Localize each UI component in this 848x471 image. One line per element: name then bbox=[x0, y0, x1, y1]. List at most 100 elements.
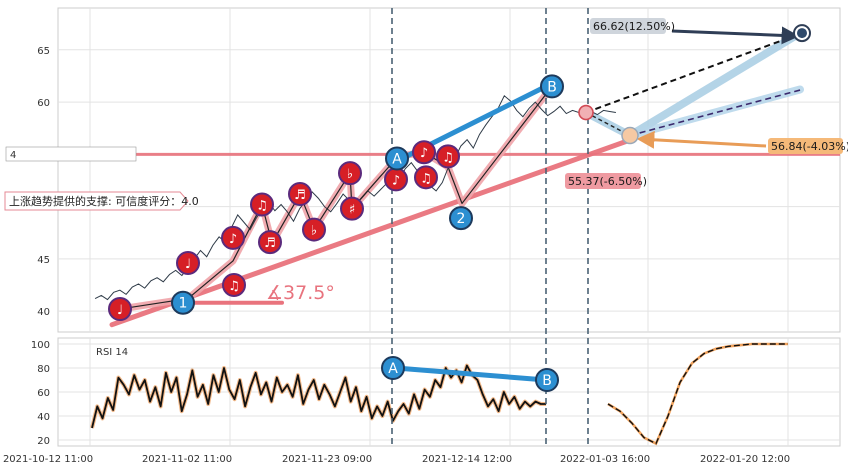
note-marker-12: ♫ bbox=[414, 165, 438, 190]
level-prefix-label: 4 bbox=[10, 150, 16, 161]
note-marker-1: ♩ bbox=[176, 251, 200, 276]
note-marker-icon-3: ♪ bbox=[229, 232, 237, 247]
point-2-marker: 2 bbox=[449, 206, 473, 231]
note-marker-circle-0 bbox=[108, 297, 132, 322]
note-marker-0: ♩ bbox=[108, 297, 132, 322]
note-marker-icon-5: ♬ bbox=[264, 236, 276, 251]
target-high-arrow bbox=[671, 26, 800, 45]
rsi-point-a-label: A bbox=[388, 361, 398, 377]
level-prefix-group: 4 bbox=[5, 146, 137, 162]
note-marker-icon-10: ♪ bbox=[392, 173, 400, 188]
price-ytick-65: 65 bbox=[37, 46, 50, 57]
rsi-point-b-marker: B bbox=[535, 368, 559, 392]
note-marker-6: ♬ bbox=[288, 182, 312, 207]
target-high-marker-dot bbox=[797, 28, 807, 39]
tick-layer: 404550556065204060801002021-10-12 11:002… bbox=[3, 46, 790, 465]
rsi-ytick-80: 80 bbox=[37, 364, 50, 375]
note-marker-icon-1: ♩ bbox=[185, 257, 191, 272]
target-low-label: 55.37(-6.50%) bbox=[568, 175, 647, 188]
target-high-box bbox=[590, 18, 666, 34]
note-marker-13: ♫ bbox=[436, 144, 460, 169]
target-mid-label: 56.84(-4.03%) bbox=[771, 140, 848, 153]
support-note-box bbox=[4, 191, 189, 211]
forecast-dashed-high bbox=[585, 32, 803, 114]
note-marker-circle-2 bbox=[222, 272, 246, 297]
forecast-band-2 bbox=[626, 29, 804, 140]
x-tick-label-1: 2021-11-02 11:00 bbox=[142, 454, 232, 465]
support-note-group: 上涨趋势提供的支撑: 可信度评分：4.0 bbox=[4, 191, 199, 211]
point-b-marker: B bbox=[540, 74, 564, 99]
rsi-title: RSI 14 bbox=[96, 347, 128, 358]
note-marker-icon-4: ♫ bbox=[256, 198, 268, 213]
point-1-circle bbox=[171, 290, 195, 315]
target-mid-marker bbox=[621, 126, 639, 145]
note-marker-2: ♫ bbox=[222, 272, 246, 297]
target-low-box bbox=[565, 173, 641, 189]
note-marker-icon-13: ♫ bbox=[442, 150, 454, 165]
note-marker-5: ♬ bbox=[258, 230, 282, 255]
angle-label: ∡37.5° bbox=[266, 282, 335, 304]
note-marker-circle-4 bbox=[250, 192, 274, 217]
price-ytick-45: 45 bbox=[37, 255, 50, 266]
target-low-label-group: 55.37(-6.50%) bbox=[565, 173, 647, 189]
note-marker-icon-2: ♫ bbox=[228, 279, 240, 294]
point-a-circle bbox=[385, 146, 409, 171]
note-marker-circle-8 bbox=[338, 161, 362, 186]
rsi-forecast-line bbox=[607, 343, 788, 445]
note-marker-circle-11 bbox=[412, 140, 436, 165]
forecast-band-3 bbox=[626, 85, 804, 140]
note-marker-icon-9: ♯ bbox=[349, 203, 355, 218]
rsi-point-a-circle bbox=[381, 356, 405, 380]
rsi-point-b-circle bbox=[535, 368, 559, 392]
x-tick-label-4: 2022-01-03 16:00 bbox=[560, 454, 650, 465]
rsi-ab-line bbox=[393, 365, 549, 383]
note-marker-icon-12: ♫ bbox=[420, 171, 432, 186]
support-note-label: 上涨趋势提供的支撑: 可信度评分：4.0 bbox=[9, 194, 199, 208]
note-marker-7: ♭ bbox=[302, 217, 326, 242]
note-marker-10: ♪ bbox=[384, 167, 408, 192]
target-high-label: 66.62(12.50%) bbox=[593, 20, 675, 33]
note-marker-icon-11: ♪ bbox=[420, 146, 428, 161]
point-2-circle bbox=[449, 206, 473, 231]
note-marker-9: ♯ bbox=[340, 196, 364, 221]
price-ytick-60: 60 bbox=[37, 98, 50, 109]
note-marker-8: ♭ bbox=[338, 161, 362, 186]
note-marker-circle-5 bbox=[258, 230, 282, 255]
rsi-ytick-60: 60 bbox=[37, 388, 50, 399]
level-prefix-box bbox=[5, 146, 137, 162]
note-marker-circle-3 bbox=[221, 225, 245, 250]
note-marker-circle-9 bbox=[340, 196, 364, 221]
note-marker-circle-13 bbox=[436, 144, 460, 169]
target-mid-arrow bbox=[636, 130, 767, 149]
note-marker-circle-6 bbox=[288, 182, 312, 207]
point-a-label: A bbox=[392, 152, 402, 168]
point-1-label: 1 bbox=[179, 296, 188, 312]
rsi-ytick-100: 100 bbox=[31, 340, 50, 351]
note-marker-11: ♪ bbox=[412, 140, 436, 165]
note-marker-icon-6: ♬ bbox=[294, 188, 306, 203]
note-marker-icon-7: ♭ bbox=[311, 224, 317, 239]
target-mid-label-group: 56.84(-4.03%) bbox=[768, 138, 848, 154]
price-ytick-40: 40 bbox=[37, 307, 50, 318]
point-2-label: 2 bbox=[457, 211, 466, 227]
note-marker-circle-7 bbox=[302, 217, 326, 242]
x-tick-label-5: 2022-01-20 12:00 bbox=[700, 454, 790, 465]
note-marker-3: ♪ bbox=[221, 225, 245, 250]
note-marker-icon-0: ♩ bbox=[117, 303, 123, 318]
note-marker-icon-8: ♭ bbox=[347, 167, 353, 182]
point-b-circle bbox=[540, 74, 564, 99]
forecast-start-marker bbox=[578, 104, 594, 121]
point-b-label: B bbox=[547, 79, 557, 95]
note-marker-circle-12 bbox=[414, 165, 438, 190]
target-high-label-group: 66.62(12.50%) bbox=[590, 18, 675, 34]
point-1-marker: 1 bbox=[171, 290, 195, 315]
forecast-dashed-link bbox=[585, 111, 631, 137]
note-marker-4: ♫ bbox=[250, 192, 274, 217]
x-tick-label-0: 2021-10-12 11:00 bbox=[3, 454, 93, 465]
rsi-ytick-40: 40 bbox=[37, 412, 50, 423]
rsi-point-b-label: B bbox=[542, 373, 552, 389]
note-marker-circle-1 bbox=[176, 251, 200, 276]
x-tick-label-3: 2021-12-14 12:00 bbox=[422, 454, 512, 465]
rsi-ytick-20: 20 bbox=[37, 436, 50, 447]
